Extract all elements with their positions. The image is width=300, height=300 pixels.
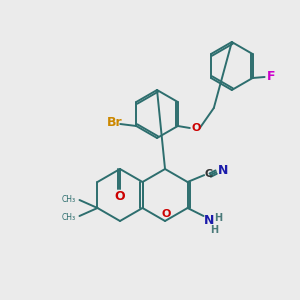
Text: Br: Br bbox=[106, 116, 122, 130]
Text: O: O bbox=[115, 190, 125, 203]
Text: O: O bbox=[191, 123, 200, 133]
Text: C: C bbox=[204, 169, 212, 179]
Text: O: O bbox=[161, 209, 171, 219]
Text: N: N bbox=[204, 214, 215, 226]
Text: H: H bbox=[211, 225, 219, 235]
Text: F: F bbox=[267, 70, 276, 83]
Text: CH₃: CH₃ bbox=[61, 194, 76, 203]
Text: N: N bbox=[218, 164, 228, 177]
Text: CH₃: CH₃ bbox=[61, 212, 76, 221]
Text: H: H bbox=[214, 213, 223, 223]
